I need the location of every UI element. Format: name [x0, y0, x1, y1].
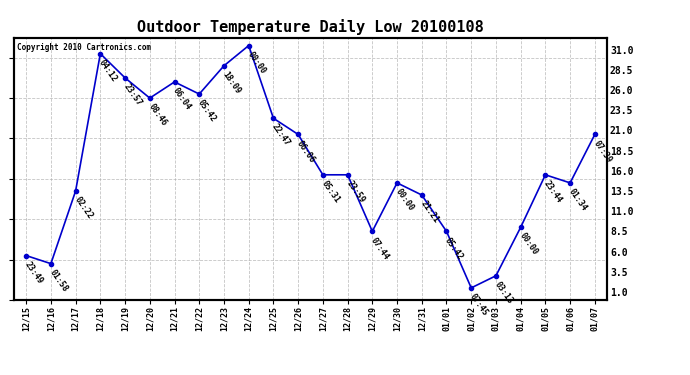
- Text: 23:57: 23:57: [122, 82, 144, 108]
- Text: 06:04: 06:04: [171, 86, 193, 112]
- Text: 07:39: 07:39: [591, 139, 613, 164]
- Text: 18:09: 18:09: [221, 70, 242, 96]
- Text: 03:13: 03:13: [493, 280, 515, 306]
- Title: Outdoor Temperature Daily Low 20100108: Outdoor Temperature Daily Low 20100108: [137, 19, 484, 35]
- Text: 23:59: 23:59: [344, 179, 366, 205]
- Text: 21:21: 21:21: [419, 199, 440, 225]
- Text: 23:44: 23:44: [542, 179, 564, 205]
- Text: 05:42: 05:42: [196, 98, 218, 124]
- Text: 01:58: 01:58: [48, 268, 70, 294]
- Text: 08:46: 08:46: [146, 102, 168, 128]
- Text: 05:42: 05:42: [443, 236, 465, 261]
- Text: 00:00: 00:00: [246, 50, 267, 75]
- Text: 06:06: 06:06: [295, 139, 317, 164]
- Text: 07:44: 07:44: [369, 236, 391, 261]
- Text: 04:12: 04:12: [97, 58, 119, 84]
- Text: 23:49: 23:49: [23, 260, 45, 285]
- Text: 00:00: 00:00: [394, 187, 415, 213]
- Text: 22:47: 22:47: [270, 122, 292, 148]
- Text: 07:45: 07:45: [468, 292, 490, 318]
- Text: 00:00: 00:00: [518, 231, 539, 257]
- Text: Copyright 2010 Cartronics.com: Copyright 2010 Cartronics.com: [17, 43, 151, 52]
- Text: 01:34: 01:34: [567, 187, 589, 213]
- Text: 05:31: 05:31: [319, 179, 342, 205]
- Text: 02:22: 02:22: [72, 195, 94, 221]
